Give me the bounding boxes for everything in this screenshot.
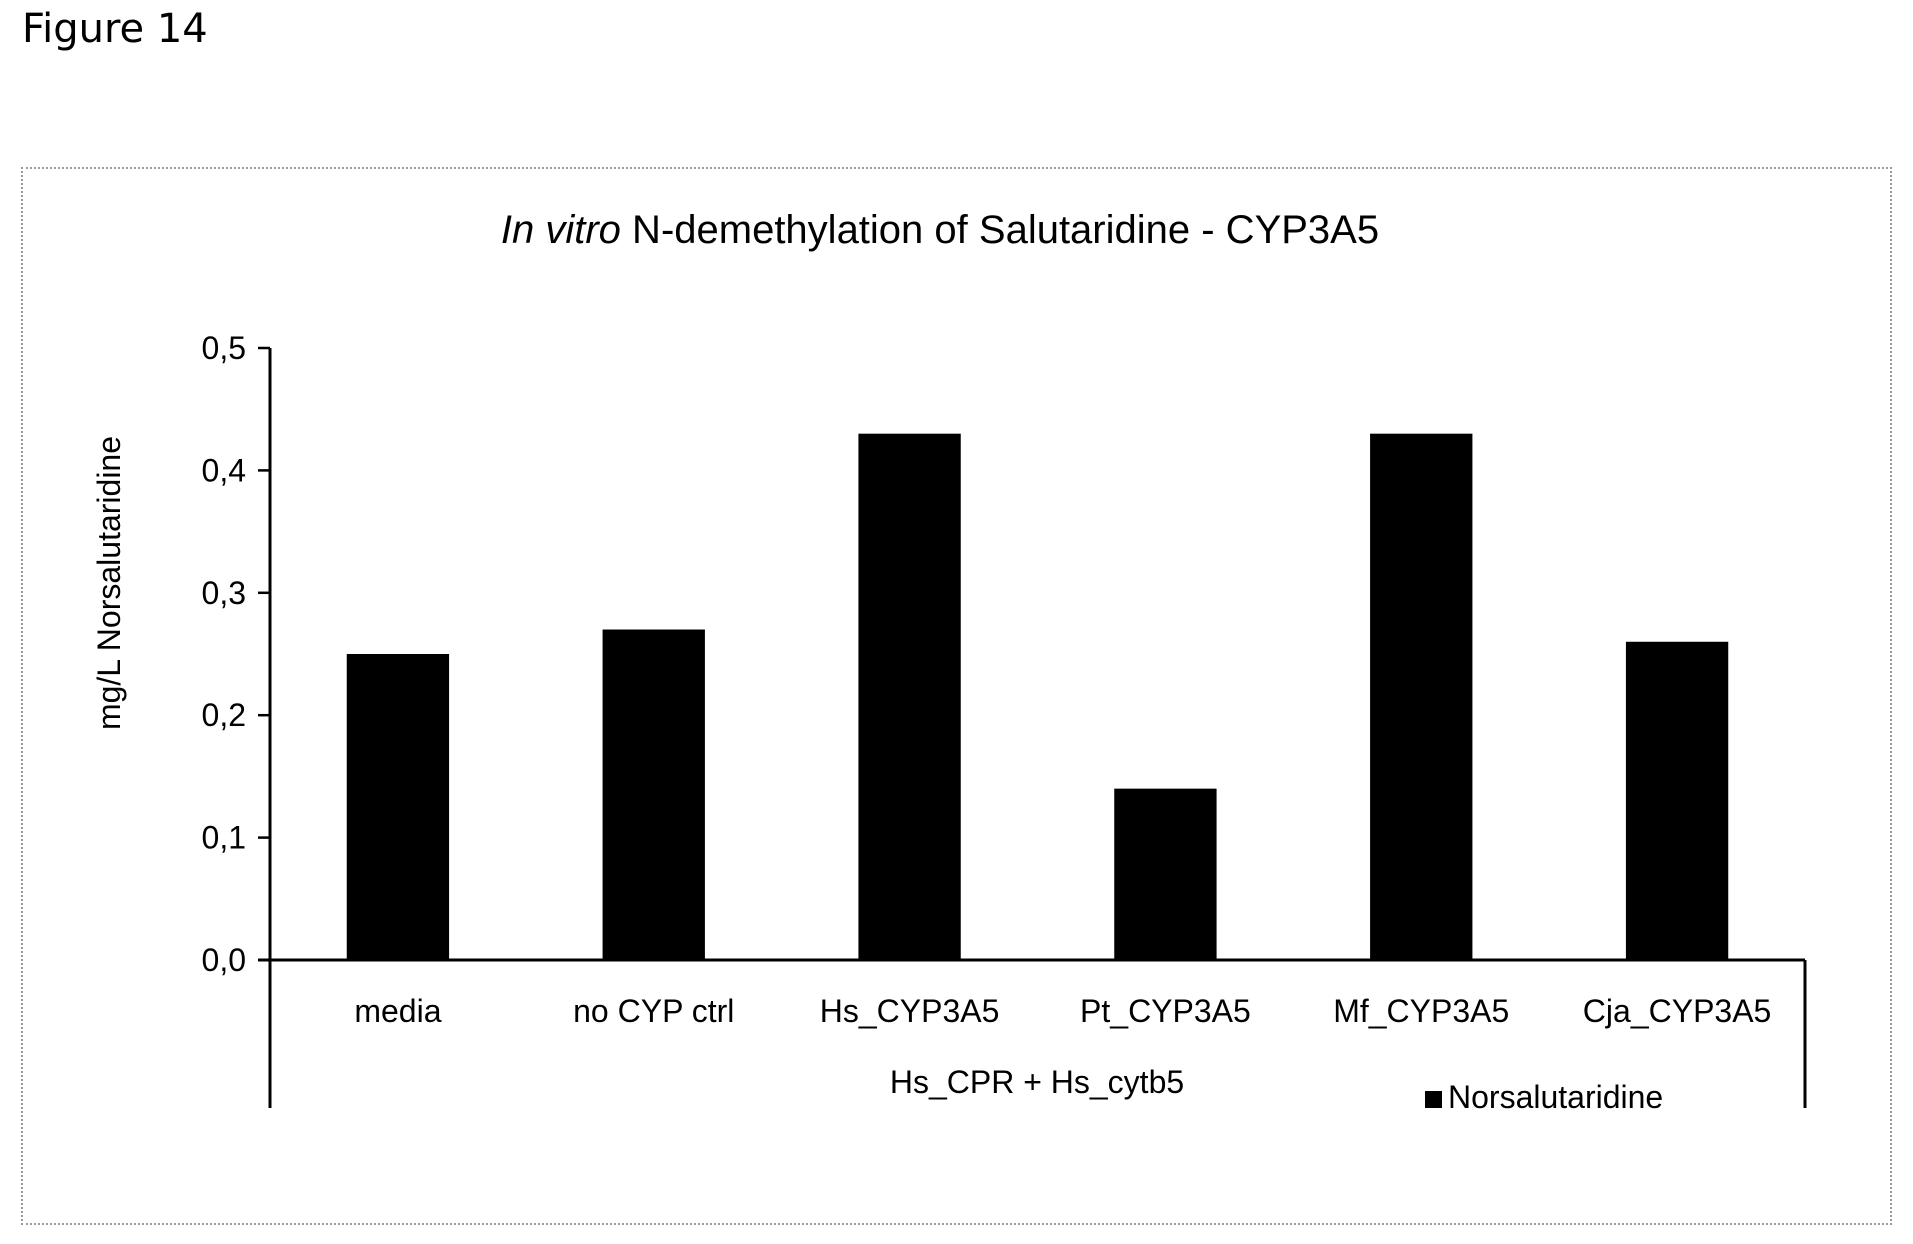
bar (1625, 641, 1729, 960)
y-tick-label: 0,4 (202, 452, 246, 488)
x-tick-label: no CYP ctrl (573, 993, 734, 1029)
legend-swatch (1425, 1091, 1442, 1108)
chart-title-italic: In vitro (501, 208, 621, 252)
plot-area: 0,0 0,1 0,2 0,3 0,4 0,5 media no CYP ctrl Hs_CYP… (202, 330, 1807, 1108)
y-tick-label: 0,3 (202, 575, 246, 611)
x-tick-label: media (354, 993, 441, 1029)
y-axis-label: mg/L Norsalutaridine (91, 436, 127, 730)
figure-label: Figure 14 (22, 6, 208, 52)
chart-frame (21, 167, 1892, 1225)
legend-label: Norsalutaridine (1448, 1079, 1663, 1115)
x-tick-label: Mf_CYP3A5 (1333, 993, 1509, 1029)
chart-title: In vitro N-demethylation of Salutaridine… (501, 208, 1379, 252)
x-tick-label: Hs_CYP3A5 (820, 993, 1000, 1029)
y-tick-label: 0,2 (202, 697, 246, 733)
bar (346, 654, 450, 960)
bar (1370, 433, 1473, 960)
chart-title-rest: N-demethylation of Salutaridine - CYP3A5 (621, 208, 1379, 252)
x-tick-label: Pt_CYP3A5 (1080, 993, 1251, 1029)
bar (1114, 788, 1217, 960)
bar (858, 433, 961, 960)
y-tick-label: 0,0 (202, 942, 246, 978)
bar (602, 629, 705, 960)
x-tick-label: Cja_CYP3A5 (1583, 993, 1772, 1029)
x-axis-label: Hs_CPR + Hs_cytb5 (890, 1064, 1184, 1100)
y-tick-label: 0,5 (202, 330, 246, 366)
y-tick-label: 0,1 (202, 820, 246, 856)
legend: Norsalutaridine (1425, 1079, 1663, 1115)
